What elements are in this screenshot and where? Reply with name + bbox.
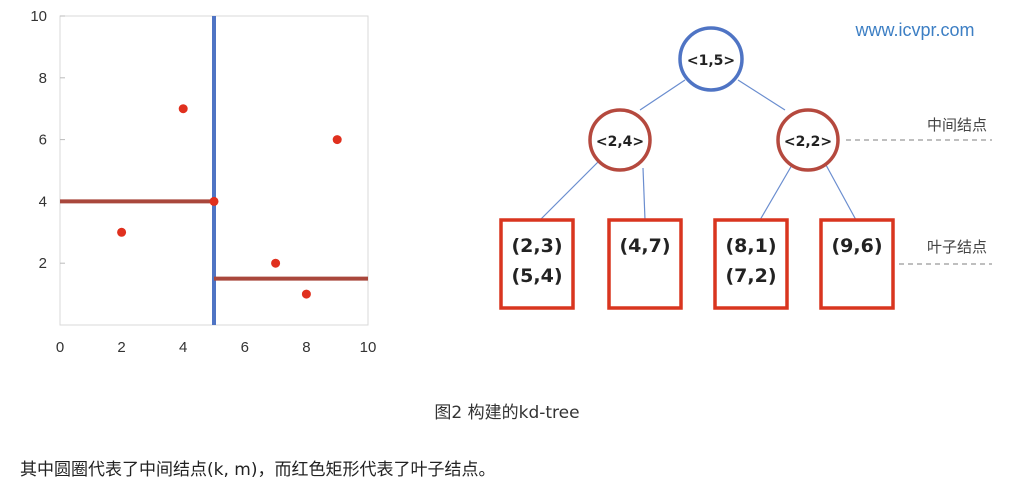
y-tick-label: 2 (39, 255, 47, 272)
edge-root-left (639, 79, 686, 111)
scatter-plot: 0 2 4 6 8 10 2 4 6 8 10 (30, 8, 376, 356)
data-point (332, 135, 342, 145)
edge-right-leaf4 (825, 164, 857, 221)
root-node: <1,5> (678, 26, 744, 92)
y-tick-label: 6 (39, 132, 47, 149)
edge-root-right (737, 79, 786, 111)
internal-right-label: <2,2> (784, 134, 832, 150)
leaf3-line2: (7,2) (725, 265, 776, 287)
leaf1-line2: (5,4) (511, 265, 562, 287)
watermark: www.icvpr.com (854, 20, 974, 40)
y-tick-label: 4 (39, 193, 47, 210)
leaf-node-1: (2,3) (5,4) (499, 218, 575, 310)
legend-leaf-label: 叶子结点 (927, 238, 987, 256)
x-tick-labels: 0 2 4 6 8 10 (56, 339, 377, 356)
leaf2-line1: (4,7) (619, 235, 670, 257)
x-tick-label: 8 (302, 339, 310, 356)
root-label: <1,5> (687, 53, 735, 69)
x-tick-label: 0 (56, 339, 64, 356)
data-point (301, 289, 311, 299)
data-points (117, 104, 342, 299)
x-tick-label: 4 (179, 339, 187, 356)
data-point (271, 258, 281, 268)
tree-edges (539, 79, 857, 221)
data-point (117, 227, 127, 237)
edge-left-leaf2 (642, 167, 646, 221)
data-point (178, 104, 188, 114)
internal-left-label: <2,4> (596, 134, 644, 150)
figure-caption: 图2 构建的kd-tree (434, 403, 580, 423)
leaf-node-3: (8,1) (7,2) (713, 218, 789, 310)
legend: 中间结点 叶子结点 (846, 116, 992, 265)
figure-description: 其中圆圈代表了中间结点(k, m)，而红色矩形代表了叶子结点。 (20, 460, 496, 480)
internal-node-right: <2,2> (776, 108, 840, 172)
split-lines (60, 16, 368, 325)
y-tick-labels: 2 4 6 8 10 (30, 8, 65, 272)
leaf1-line1: (2,3) (511, 235, 562, 257)
leaf4-line1: (9,6) (831, 235, 882, 257)
leaf-node-4: (9,6) (819, 218, 895, 310)
y-tick-label: 10 (30, 8, 47, 25)
edge-left-leaf1 (539, 161, 599, 221)
x-tick-label: 10 (360, 339, 377, 356)
data-point (209, 196, 219, 206)
legend-internal-label: 中间结点 (927, 116, 987, 134)
edge-right-leaf3 (759, 164, 793, 221)
y-tick-label: 8 (39, 70, 47, 87)
internal-node-left: <2,4> (588, 108, 652, 172)
kd-tree-figure: 0 2 4 6 8 10 2 4 6 8 10 www.icvpr.com <1,5> <2,4>… (30, 8, 992, 356)
leaf3-line1: (8,1) (725, 235, 776, 257)
x-tick-label: 6 (241, 339, 249, 356)
x-tick-label: 2 (117, 339, 125, 356)
kd-tree-diagram: www.icvpr.com <1,5> <2,4> <2,2> (2,3) (5… (499, 20, 992, 310)
leaf-node-2: (4,7) (607, 218, 683, 310)
